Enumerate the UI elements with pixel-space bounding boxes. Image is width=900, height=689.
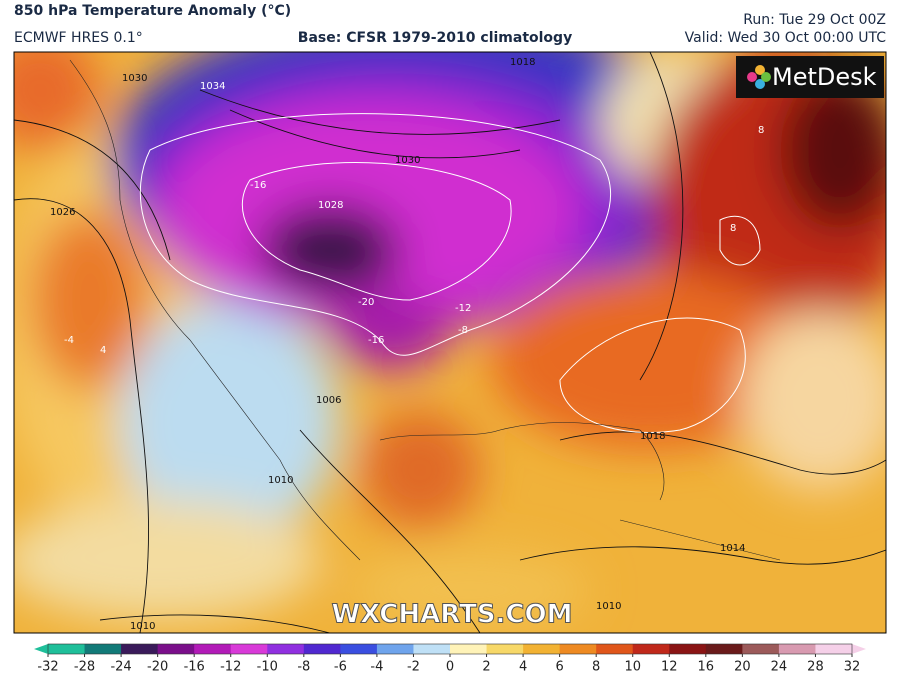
colorbar-tick-label: 32 [844,660,861,675]
colorbar-segment [376,644,414,654]
contour-label: 1010 [268,475,293,486]
contour-label: 1010 [130,621,155,632]
colorbar-tick-label: -10 [257,660,278,675]
colorbar-tick-label: 20 [734,660,751,675]
contour-label: 1018 [640,431,665,442]
colorbar-end [34,644,48,654]
contour-label: -20 [358,297,374,308]
colorbar-segment [157,644,195,654]
colorbar: -32 -28 -24 -20 -16 -12 -10 -8 -6 -4 -2 0 2 4 6 8 10 12 16… [34,643,866,675]
colorbar-tick-label: -32 [37,660,58,675]
contour-label: 1034 [200,81,225,92]
colorbar-segment [523,644,561,654]
colorbar-tick-label: 28 [807,660,824,675]
contour-label: -16 [250,180,266,191]
colorbar-tick-label: 4 [519,660,527,675]
colorbar-segment [815,644,853,654]
map: 1030 1034 1026 1018 1028 1030 -16 -20 -1… [14,52,886,633]
contour-label: 1010 [596,601,621,612]
colorbar-tick-label: 16 [698,660,715,675]
colorbar-segment [559,644,597,654]
contour-label: -16 [368,335,384,346]
logo-box [736,56,884,98]
colorbar-tick-label: 6 [555,660,563,675]
coastlines [69,59,781,561]
contour-label: 8 [730,223,736,234]
isobars [14,52,886,633]
colorbar-tick-label: -12 [220,660,241,675]
contour-label: -8 [458,325,468,336]
colorbar-tick-label: 8 [592,660,600,675]
colorbar-tick-label: -28 [74,660,95,675]
colorbar-segment [450,644,488,654]
run: Run: Tue 29 Oct 00Z [743,12,886,28]
colorbar-tick-label: -2 [407,660,420,675]
contour-label: 1026 [50,207,75,218]
colorbar-tick-label: 2 [482,660,490,675]
colorbar-segment [84,644,122,654]
contour-label: 1018 [510,57,535,68]
contour-label: 1014 [720,543,745,554]
colorbar-segment [669,644,707,654]
colorbar-tick-label: -20 [147,660,168,675]
contour-label: -12 [455,303,471,314]
colorbar-segment [48,644,86,654]
colorbar-tick-label: 24 [771,660,788,675]
contour-label: 1030 [395,155,420,166]
contour-label: 8 [758,125,764,136]
title: 850 hPa Temperature Anomaly (°C) [14,3,291,19]
colorbar-segment [121,644,159,654]
contour-label: 1030 [122,73,147,84]
colorbar-tick-label: -16 [184,660,205,675]
colorbar-segment [778,644,816,654]
base: Base: CFSR 1979-2010 climatology [298,30,572,46]
contour-labels: 1030 1034 1026 1018 1028 1030 -16 -20 -1… [50,57,764,632]
model: ECMWF HRES 0.1° [14,30,143,46]
logo: MetDesk [772,63,877,91]
colorbar-segment [230,644,268,654]
colorbar-segment [632,644,670,654]
watermark: WXCHARTS.COM [331,600,572,630]
colorbar-tick-label: -4 [370,660,383,675]
logo-icon [747,65,771,89]
map-frame [13,51,887,634]
colorbar-segment [705,644,743,654]
colorbar-tick-label: 10 [624,660,641,675]
colorbar-segment [596,644,634,654]
colorbar-segment [303,644,341,654]
colorbar-segment [194,644,232,654]
colorbar-end [852,644,866,654]
colorbar-segment [267,644,305,654]
contour-label: 4 [100,345,106,356]
contour-label: 1028 [318,200,343,211]
contour-label: 1006 [316,395,341,406]
colorbar-segment [486,644,524,654]
colorbar-tick-label: -6 [334,660,347,675]
colorbar-tick-label: -8 [297,660,310,675]
valid: Valid: Wed 30 Oct 00:00 UTC [685,30,887,46]
colorbar-tick-label: -24 [110,660,131,675]
colorbar-segment [340,644,378,654]
colorbar-segment [742,644,780,654]
isotherms [139,113,761,434]
colorbar-segment [413,644,451,654]
contour-label: -4 [64,335,74,346]
colorbar-tick-label: 12 [661,660,678,675]
colorbar-tick-label: 0 [446,660,454,675]
